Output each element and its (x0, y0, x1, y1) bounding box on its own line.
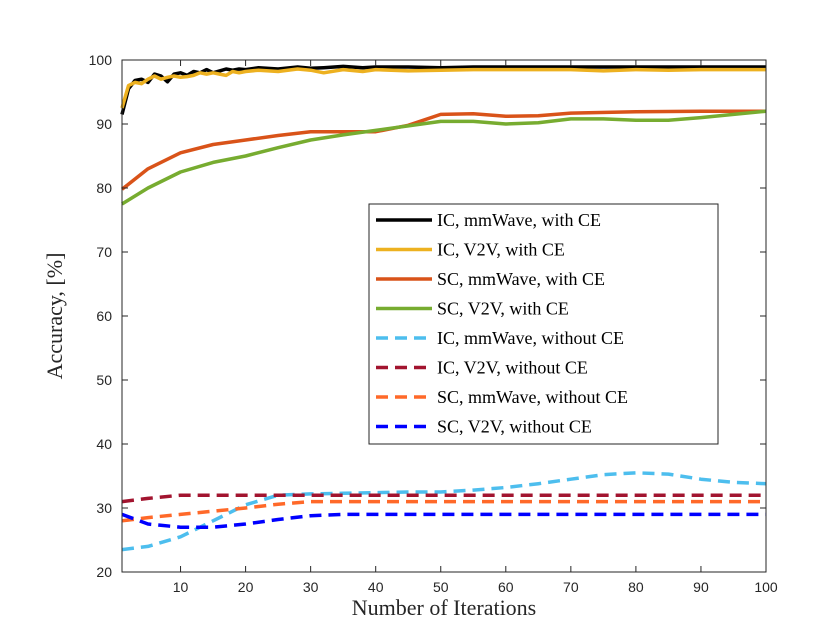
series-line-6 (121, 493, 766, 504)
x-tick-label: 60 (498, 579, 514, 595)
series-layer (120, 64, 767, 552)
x-tick-label: 40 (368, 579, 384, 595)
legend-label-3: SC, mmWave, with CE (437, 269, 605, 289)
ticks-layer: 10 20 30 40 50 60 70 80 90 100 20 30 40 50 60 70 80 90 100 (89, 52, 778, 595)
y-tick-label: 30 (96, 500, 112, 516)
x-tick-label: 10 (173, 579, 189, 595)
y-tick-label: 40 (96, 436, 112, 452)
y-tick-label: 50 (96, 372, 112, 388)
legend-label-8: SC, V2V, without CE (437, 417, 592, 437)
y-tick-label: 60 (96, 308, 112, 324)
x-tick-label: 80 (628, 579, 644, 595)
y-tick-label: 100 (89, 52, 113, 68)
y-tick-label: 70 (96, 244, 112, 260)
legend-box (368, 203, 719, 445)
legend-label-5: IC, mmWave, without CE (437, 328, 624, 348)
y-axis-title: Accuracy, [%] (42, 253, 67, 380)
legend-label-7: SC, mmWave, without CE (437, 387, 628, 407)
x-tick-label: 50 (433, 579, 449, 595)
series-line-5 (121, 471, 767, 552)
x-tick-label: 70 (563, 579, 579, 595)
y-tick-label: 80 (96, 180, 112, 196)
x-axis-title: Number of Iterations (352, 595, 537, 620)
legend-label-6: IC, V2V, without CE (437, 358, 588, 378)
series-line-2 (120, 67, 766, 109)
x-tick-label: 20 (238, 579, 254, 595)
legend-label-1: IC, mmWave, with CE (437, 210, 601, 230)
legend-label-4: SC, V2V, with CE (437, 299, 569, 319)
legend: IC, mmWave, with CE IC, V2V, with CE SC, m… (368, 203, 719, 445)
series-line-8 (121, 512, 766, 529)
x-tick-label: 100 (754, 579, 778, 595)
x-tick-label: 30 (303, 579, 319, 595)
y-tick-label: 20 (96, 564, 112, 580)
legend-label-2: IC, V2V, with CE (437, 240, 565, 260)
y-tick-label: 90 (96, 116, 112, 132)
series-line-4 (121, 109, 767, 206)
series-line-7 (121, 499, 766, 523)
x-tick-label: 90 (693, 579, 709, 595)
